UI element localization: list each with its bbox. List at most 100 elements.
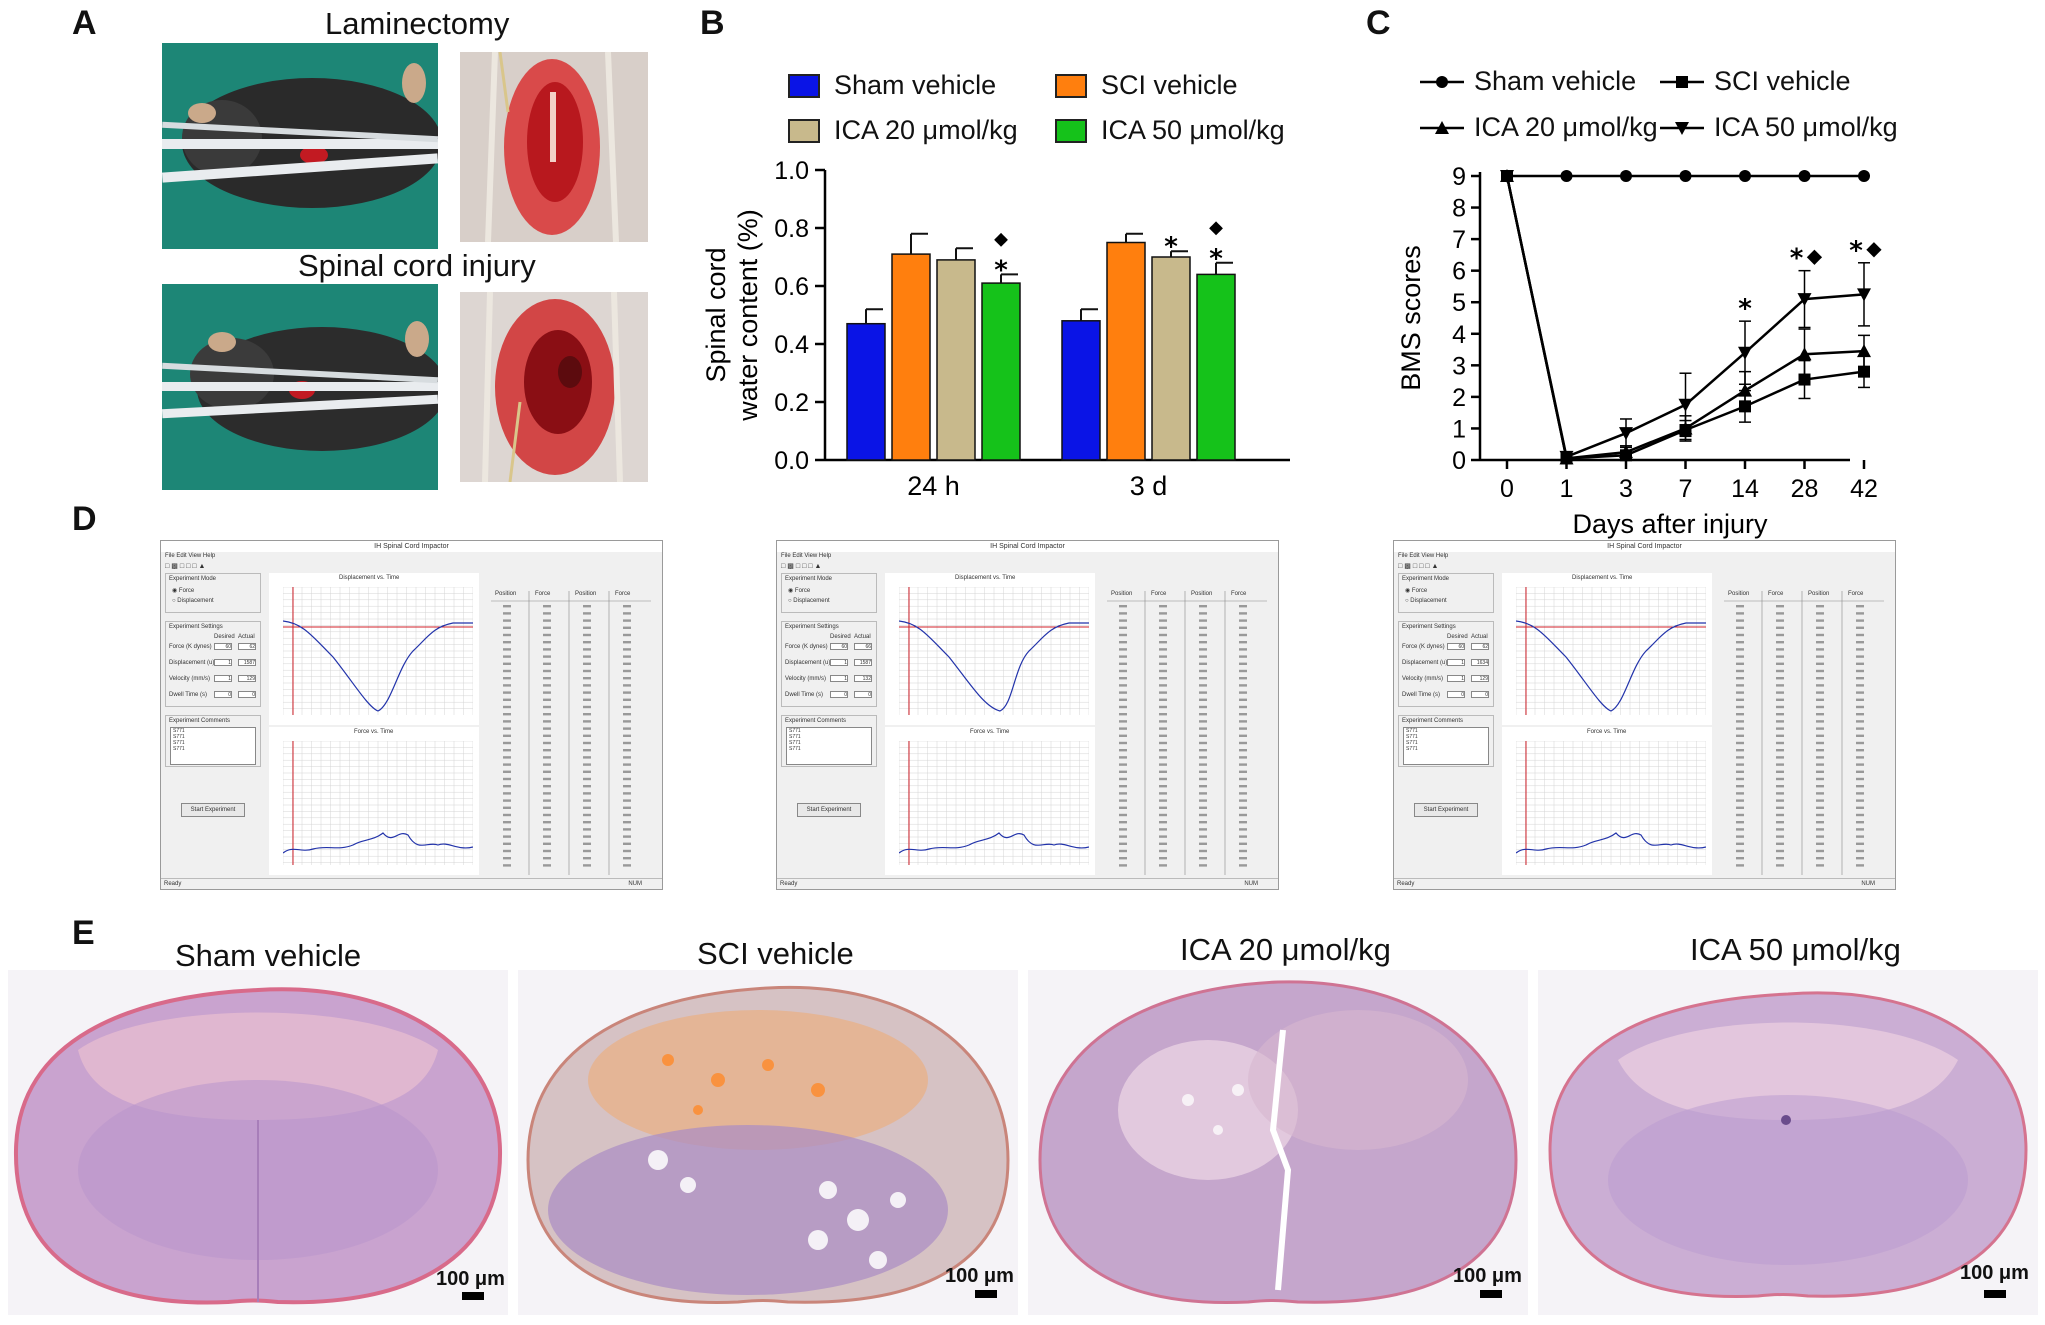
mode-displacement-radio[interactable]: ○ Displacement [1405,598,1447,604]
table-cell-placeholder [1816,842,1824,845]
position-force-table: Position Force Position Force [1724,591,1894,875]
significance-star: * [1164,232,1178,262]
comments-textarea[interactable]: S771 S771 S771 S771 [786,727,872,765]
menu-bar[interactable]: File Edit View Help [165,553,216,559]
disp-desired-input[interactable]: 1 [830,659,848,666]
toolbar-icons[interactable]: □▩□□□▲ [165,563,208,570]
menu-bar[interactable]: File Edit View Help [1398,553,1449,559]
table-cell-placeholder [543,842,551,845]
toolbar-icons[interactable]: □▩□□□▲ [781,563,824,570]
table-cell-placeholder [1159,612,1167,615]
table-cell-placeholder [1816,813,1824,817]
mode-force-radio[interactable]: ◉ Force [1405,588,1428,594]
experiment-settings-label: Experiment Settings [169,624,223,630]
table-cell-placeholder [1856,720,1864,723]
force-desired-input[interactable]: 60 [1447,643,1465,650]
table-cell-placeholder [1199,648,1207,651]
comments-textarea[interactable]: S771 S771 S771 S771 [170,727,256,765]
table-cell-placeholder [503,749,511,752]
table-cell-placeholder [1856,785,1864,788]
significance-star: * [1738,294,1752,324]
table-cell-placeholder [1736,749,1744,752]
dwell-desired-input[interactable]: 0 [1447,691,1465,698]
toolbar-icons[interactable]: □▩□□□▲ [1398,563,1441,570]
legend-b-sham-swatch [788,73,820,98]
vel-desired-input[interactable]: 1 [1447,675,1465,682]
table-cell-placeholder [623,677,631,680]
table-cell-placeholder [1159,662,1167,665]
table-cell-placeholder [623,648,631,651]
table-cell-placeholder [543,813,551,817]
table-cell-placeholder [1199,806,1207,809]
legend-c-ica20: ICA 20 μmol/kg [1420,112,1658,143]
significance-diamond: ◆ [1209,217,1223,238]
disp-desired-input[interactable]: 1 [214,659,232,666]
force-desired-input[interactable]: 60 [214,643,232,650]
legend-b-ica50-label: ICA 50 μmol/kg [1101,115,1285,145]
mode-displacement-radio[interactable]: ○ Displacement [788,598,830,604]
histology-ica50-image [1538,970,2038,1315]
panel-a-letter: A [72,4,97,42]
scale-bar-ica20 [1480,1290,1502,1298]
disp-desired-input[interactable]: 1 [1447,659,1465,666]
comments-textarea[interactable]: S771 S771 S771 S771 [1403,727,1489,765]
table-cell-placeholder [1119,612,1127,615]
table-cell-placeholder [543,633,551,637]
table-cell-placeholder [1736,662,1744,665]
y-tick-label-c: 0 [1452,447,1466,475]
table-cell-placeholder [623,612,631,615]
displacement-plot-svg [899,587,1089,715]
table-cell-placeholder [1856,691,1864,694]
table-cell-placeholder [1119,648,1127,651]
table-cell-placeholder [583,813,591,817]
menu-bar[interactable]: File Edit View Help [781,553,832,559]
bms-score-line-chart: 0 1 2 3 4 5 6 7 8 9 0 1 3 7 14 28 42 Days after injury BMS… [1396,163,1882,539]
mode-force-radio[interactable]: ◉ Force [172,588,195,594]
table-cell-placeholder [1776,612,1784,615]
table-cell-placeholder [583,734,591,737]
table-cell-placeholder [623,619,631,622]
table-cell-placeholder [623,777,631,781]
force-desired-input[interactable]: 60 [830,643,848,650]
y-tick-label-b: 0.4 [774,331,809,359]
sci-mouse-photo [162,284,438,490]
mode-force-label: Force [1411,588,1428,594]
table-cell-placeholder [1239,691,1247,694]
vel-desired-input[interactable]: 1 [830,675,848,682]
table-cell-placeholder [1239,619,1247,622]
table-cell-placeholder [1816,698,1824,701]
table-cell-placeholder [1199,785,1207,788]
dwell-desired-input[interactable]: 0 [830,691,848,698]
table-cell-placeholder [1119,849,1127,853]
table-cell-placeholder [1816,713,1824,716]
start-experiment-button[interactable]: Start Experiment [181,803,245,817]
force-plot-title: Force vs. Time [970,729,1010,735]
legend-b-ica20-label: ICA 20 μmol/kg [834,115,1018,145]
bar-sci-vehicle [891,253,931,461]
table-cell-placeholder [583,806,591,809]
dwell-desired-input[interactable]: 0 [214,691,232,698]
position-force-table: Position Force Position Force [1107,591,1277,875]
table-cell-placeholder [1199,698,1207,701]
mode-force-radio[interactable]: ◉ Force [788,588,811,594]
table-cell-placeholder [583,864,591,867]
table-cell-placeholder [623,799,631,802]
start-experiment-button[interactable]: Start Experiment [797,803,861,817]
point-ica-20-mol-kg [1857,344,1871,358]
table-cell-placeholder [503,727,511,730]
table-cell-placeholder [1199,633,1207,637]
significance-star: * [994,255,1008,285]
table-cell-placeholder [623,792,631,795]
vel-desired-input[interactable]: 1 [214,675,232,682]
legend-b-ica20-swatch [788,118,820,143]
table-cell-placeholder [1816,741,1824,745]
y-tick-label-b: 0.6 [774,273,809,301]
table-cell-placeholder [1776,792,1784,795]
point-sham-vehicle [1858,170,1870,182]
mode-displacement-radio[interactable]: ○ Displacement [172,598,214,604]
table-cell-placeholder [1776,641,1784,644]
start-experiment-button[interactable]: Start Experiment [1414,803,1478,817]
table-cell-placeholder [1159,669,1167,673]
table-cell-placeholder [1776,720,1784,723]
table-cell-placeholder [1159,835,1167,838]
